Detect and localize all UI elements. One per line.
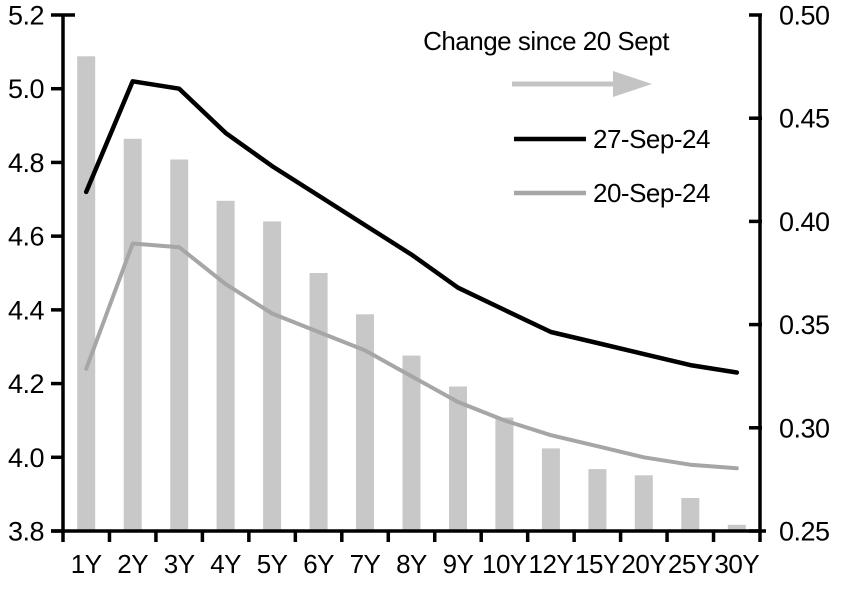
bar-8Y [402, 355, 421, 531]
bar-20Y [634, 475, 653, 531]
line-27-Sep-24 [83, 79, 740, 375]
left-axis-label-3.8: 3.8 [8, 517, 44, 547]
x-axis-label-8Y: 8Y [396, 549, 427, 579]
right-axis-label-0.40: 0.40 [779, 207, 830, 237]
bar-12Y [541, 448, 560, 531]
bar-7Y [356, 314, 374, 531]
left-axis-label-4.6: 4.6 [8, 222, 44, 252]
left-axis-label-4.4: 4.4 [8, 295, 45, 325]
bar-1Y [77, 56, 96, 532]
x-axis-label-2Y: 2Y [117, 549, 148, 579]
lines-layer [83, 79, 740, 471]
x-axis-label-6Y: 6Y [303, 549, 334, 579]
legend-label-20sep: 20-Sep-24 [593, 178, 710, 208]
right-axis-label-0.25: 0.25 [779, 517, 830, 547]
bar-2Y [123, 138, 142, 532]
x-axis-label-9Y: 9Y [443, 549, 474, 579]
bar-15Y [588, 469, 607, 531]
bar-10Y [495, 417, 514, 531]
right-axis-label-0.50: 0.50 [779, 1, 830, 31]
x-axis-label-30Y: 30Y [714, 549, 759, 579]
left-axis-label-5.2: 5.2 [8, 1, 44, 31]
x-axis-label-15Y: 15Y [575, 549, 620, 579]
arrow-head [613, 71, 652, 97]
x-axis-label-20Y: 20Y [621, 549, 666, 579]
left-axis-label-4.8: 4.8 [8, 148, 44, 178]
line-20-Sep-24 [84, 241, 739, 471]
legend: Change since 20 Sept 27-Sep-24 20-Sep-24 [423, 26, 710, 208]
bar-9Y [449, 386, 467, 531]
legend-entry-27sep: 27-Sep-24 [514, 124, 710, 154]
right-axis-label-0.35: 0.35 [779, 310, 830, 340]
change-arrow-icon [512, 71, 652, 97]
x-axis-label-1Y: 1Y [71, 549, 102, 579]
legend-label-27sep: 27-Sep-24 [593, 124, 710, 154]
left-axis-label-5.0: 5.0 [8, 74, 44, 104]
bars-layer [77, 56, 746, 532]
x-axis-label-7Y: 7Y [350, 549, 381, 579]
bar-3Y [170, 159, 189, 531]
right-axis-label-0.45: 0.45 [779, 104, 830, 134]
x-axis-label-5Y: 5Y [257, 549, 288, 579]
axes-layer: 5.2 5.0 4.8 4.6 4.4 4.2 4.0 3.8 0.50 0.45 0.40 0.35… [8, 1, 830, 580]
x-axis-label-3Y: 3Y [164, 549, 195, 579]
legend-entry-20sep: 20-Sep-24 [514, 178, 710, 208]
left-axis-label-4.2: 4.2 [8, 369, 44, 399]
x-axis-label-4Y: 4Y [210, 549, 241, 579]
bar-30Y [727, 524, 746, 531]
x-axis-label-10Y: 10Y [482, 549, 527, 579]
bar-6Y [309, 273, 328, 531]
x-axis-label-12Y: 12Y [529, 549, 574, 579]
bar-5Y [263, 221, 282, 531]
left-axis-label-4.0: 4.0 [8, 443, 44, 473]
right-axis-label-0.30: 0.30 [779, 413, 830, 443]
bar-4Y [216, 200, 235, 532]
bar-25Y [681, 498, 700, 531]
legend-title: Change since 20 Sept [423, 26, 670, 56]
x-axis-label-25Y: 25Y [668, 549, 713, 579]
